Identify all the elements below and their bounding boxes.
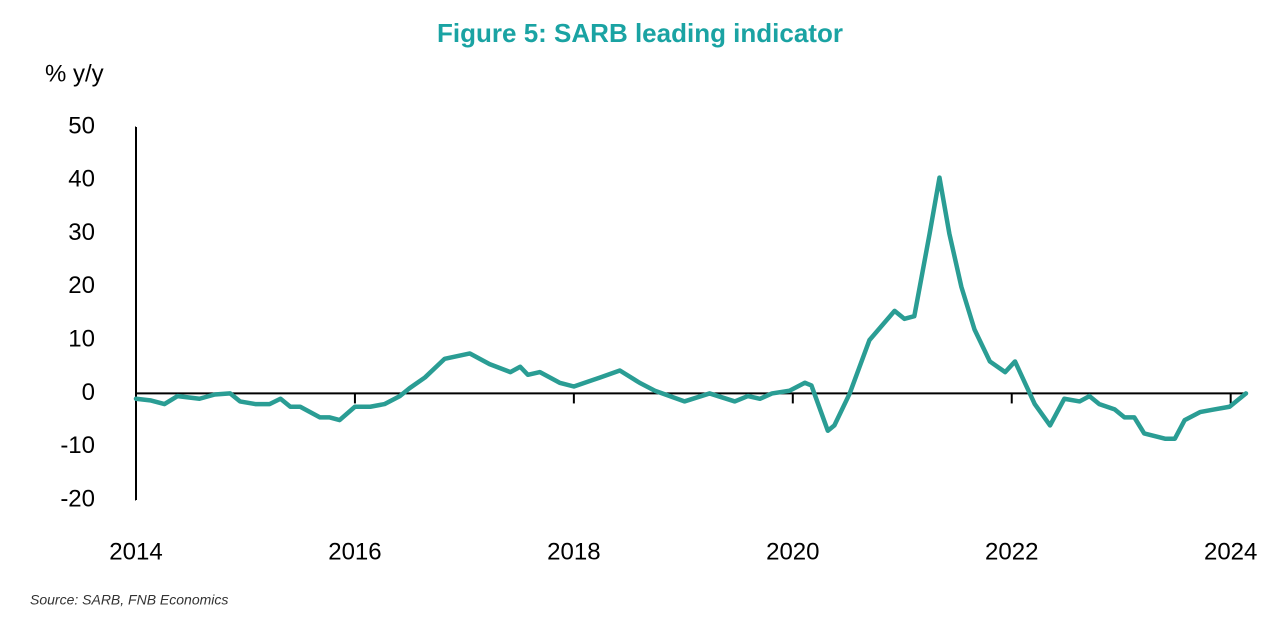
y-tick-label: 0 — [82, 379, 95, 406]
x-tick-label: 2022 — [985, 538, 1038, 565]
y-tick-label: 50 — [68, 112, 95, 139]
y-axis-label: % y/y — [45, 60, 104, 87]
y-tick-label: -20 — [60, 485, 95, 512]
chart-title: Figure 5: SARB leading indicator — [437, 18, 843, 48]
y-tick-label: 10 — [68, 325, 95, 352]
y-tick-label: 30 — [68, 219, 95, 246]
data-line — [133, 175, 1249, 441]
x-tick-label: 2018 — [547, 538, 600, 565]
y-tick-label: -10 — [60, 432, 95, 459]
x-tick-label: 2024 — [1204, 538, 1257, 565]
x-tick-label: 2016 — [328, 538, 381, 565]
y-tick-label: 20 — [68, 272, 95, 299]
x-tick-label: 2014 — [109, 538, 162, 565]
y-tick-label: 40 — [68, 166, 95, 193]
source-note: Source: SARB, FNB Economics — [30, 592, 228, 608]
x-tick-label: 2020 — [766, 538, 819, 565]
